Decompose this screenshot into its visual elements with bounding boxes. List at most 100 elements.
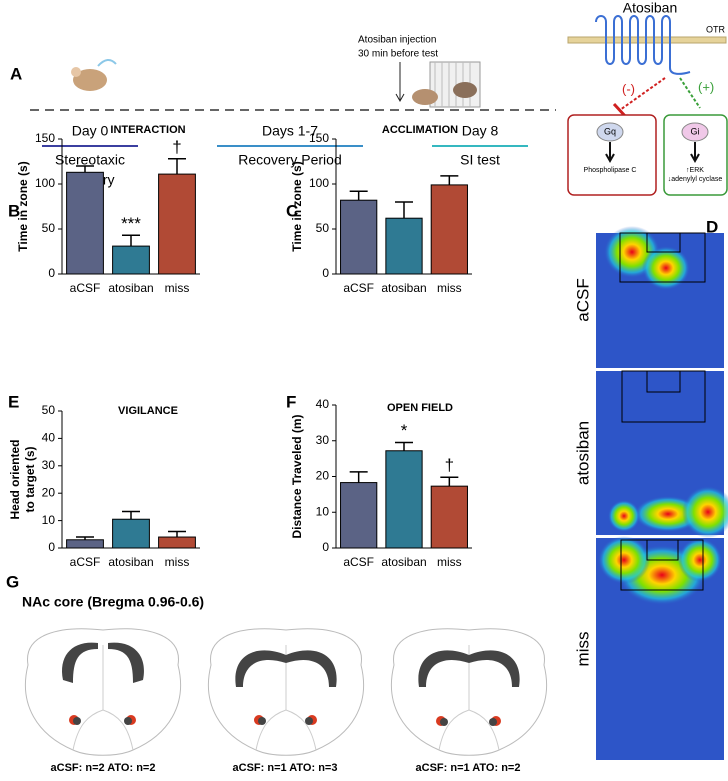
y-tick-label: 40: [316, 397, 330, 411]
y-axis-label: Distance Traveled (m): [290, 414, 304, 538]
bar: [158, 173, 196, 275]
panel-letter: A: [10, 64, 22, 83]
y-tick-label: 0: [48, 540, 55, 554]
arrow: [395, 93, 405, 103]
gq-effect: Phospholipase C: [584, 167, 637, 174]
activate-label: (+): [698, 79, 714, 94]
x-tick-label: miss: [437, 281, 462, 295]
bar: [385, 450, 423, 549]
chart-title: OPEN FIELD: [387, 402, 453, 414]
gi-node: [681, 122, 709, 142]
heatmap-label: miss: [573, 632, 592, 667]
y-axis-label: to target (s): [23, 446, 37, 512]
y-tick-label: 20: [316, 469, 330, 483]
brain-section: [24, 628, 182, 756]
heatmap-label: aCSF: [573, 278, 592, 321]
chart-title: INTERACTION: [110, 124, 185, 136]
y-tick-label: 20: [42, 485, 56, 499]
panel-letter: G: [6, 572, 19, 591]
step-label: Day 8: [462, 123, 499, 139]
step-desc: SI test: [460, 152, 500, 168]
count-label: aCSF: n=1 ATO: n=2: [416, 762, 521, 774]
y-tick-label: 50: [316, 221, 330, 235]
bar: [385, 217, 423, 275]
y-tick-label: 100: [309, 176, 329, 190]
panel-letter: F: [286, 392, 296, 411]
y-tick-label: 50: [42, 221, 56, 235]
y-tick-label: 10: [316, 504, 330, 518]
panel-letter: B: [8, 201, 20, 220]
y-axis-label: Time in zone (s): [16, 161, 30, 251]
histology-title: NAc core (Bregma 0.96-0.6): [22, 594, 204, 610]
receptor-label: OTR: [706, 24, 725, 34]
x-tick-label: miss: [165, 555, 190, 569]
heatmap: [596, 226, 724, 368]
brain-section: [207, 628, 365, 756]
y-tick-label: 30: [42, 458, 56, 472]
injection-text: Atosiban injection: [358, 35, 436, 46]
significance-label: †: [445, 456, 454, 475]
y-tick-label: 0: [322, 266, 329, 280]
activate-line: [679, 77, 701, 109]
y-tick-label: 10: [42, 513, 56, 527]
step-desc: Recovery Period: [238, 152, 342, 168]
x-tick-label: atosiban: [108, 555, 153, 569]
bar: [340, 482, 378, 549]
y-tick-label: 100: [35, 176, 55, 190]
y-tick-label: 40: [42, 431, 56, 445]
y-tick-label: 50: [42, 403, 56, 417]
gi-effect: ↑ERK: [686, 167, 704, 174]
gq-box: [567, 114, 657, 196]
arrow: [605, 142, 615, 164]
bar: [66, 171, 104, 275]
x-tick-label: atosiban: [381, 555, 426, 569]
y-tick-label: 30: [316, 433, 330, 447]
panel-letter: E: [8, 392, 19, 411]
chart-title: VIGILANCE: [118, 405, 178, 417]
x-tick-label: aCSF: [70, 281, 101, 295]
x-tick-label: aCSF: [70, 555, 101, 569]
panel-letter: D: [706, 217, 718, 236]
injection-text: 30 min before test: [358, 49, 438, 60]
drug-label: Atosiban: [623, 0, 677, 16]
panel-letter: C: [286, 201, 298, 220]
receptor-coil: [595, 15, 691, 75]
x-tick-label: atosiban: [381, 281, 426, 295]
step-label: Day 0: [72, 123, 109, 139]
inhibit-line: [619, 77, 666, 111]
x-tick-label: aCSF: [343, 555, 374, 569]
brain-section: [390, 628, 548, 756]
inhibit-label: (-): [622, 81, 635, 96]
heatmap: [596, 370, 728, 538]
bar: [112, 518, 150, 549]
x-tick-label: miss: [437, 555, 462, 569]
bar: [430, 184, 468, 275]
mouse-icon: [71, 59, 117, 91]
bar: [66, 539, 104, 549]
gq-node: [596, 122, 624, 142]
significance-label: ***: [121, 214, 141, 233]
chart-title: ACCLIMATION: [382, 124, 458, 136]
bar: [430, 485, 468, 549]
bar: [158, 536, 196, 549]
count-label: aCSF: n=2 ATO: n=2: [51, 762, 156, 774]
step-label: Days 1-7: [262, 123, 318, 139]
cage-icon: [412, 61, 481, 108]
bar: [340, 199, 378, 275]
gi-effect: ↓adenylyl cyclase: [668, 176, 723, 183]
significance-label: *: [401, 421, 408, 440]
significance-label: †: [172, 137, 181, 156]
heatmap: [596, 536, 724, 760]
gq-label: Gq: [604, 126, 616, 136]
gi-label: Gi: [691, 126, 700, 136]
bar: [112, 245, 150, 275]
y-tick-label: 0: [48, 266, 55, 280]
count-label: aCSF: n=1 ATO: n=3: [233, 762, 338, 774]
y-tick-label: 150: [35, 131, 55, 145]
x-tick-label: miss: [165, 281, 190, 295]
x-tick-label: atosiban: [108, 281, 153, 295]
step-desc: Stereotaxic: [55, 152, 125, 168]
x-tick-label: aCSF: [343, 281, 374, 295]
y-tick-label: 150: [309, 131, 329, 145]
